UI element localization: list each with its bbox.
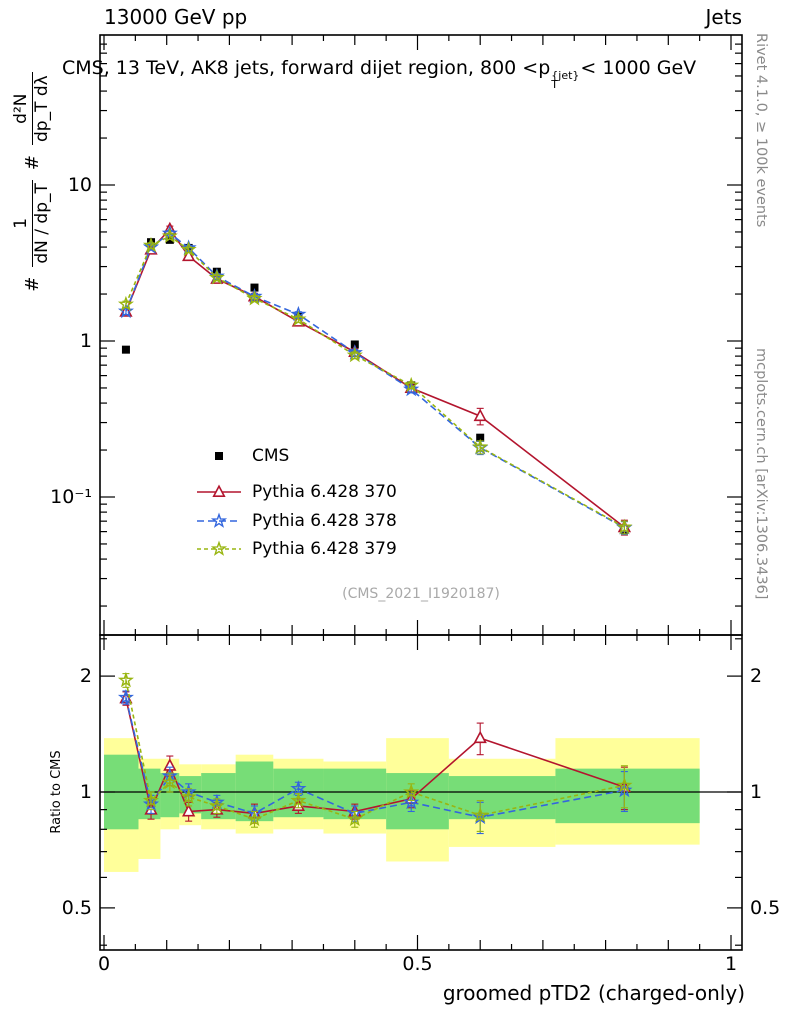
tick-label: 1 <box>80 330 92 352</box>
data-marker-square <box>121 345 130 354</box>
data-marker-star <box>403 380 420 397</box>
data-marker-star <box>117 689 134 705</box>
data-marker-star <box>180 241 197 257</box>
y-axis-label-frac2-num: d²N <box>11 72 33 146</box>
legend-label: CMS <box>252 446 289 466</box>
data-marker-star <box>117 302 134 319</box>
data-marker-star <box>161 773 178 790</box>
y-axis-label-hash1: # <box>21 276 43 292</box>
data-marker-star <box>403 783 420 799</box>
y-axis-label-frac1: 1 dN / dp_T <box>11 180 52 267</box>
data-marker-star <box>246 290 263 306</box>
data-marker-star <box>290 792 307 808</box>
data-marker-star <box>208 269 225 285</box>
tick-label: 1 <box>750 781 762 803</box>
data-marker-star <box>403 376 420 393</box>
legend-label: Pythia 6.428 379 <box>252 539 397 559</box>
green-uncertainty-band <box>386 773 449 830</box>
data-marker-star <box>210 512 228 528</box>
analysis-group-label: Jets <box>705 5 742 29</box>
tick-label: 10 <box>68 174 92 196</box>
tick-label: 0.5 <box>62 897 92 919</box>
data-marker-star <box>346 810 363 827</box>
beam-energy-label: 13000 GeV pp <box>104 5 248 29</box>
data-marker-star <box>403 793 420 810</box>
data-marker-star <box>616 518 633 535</box>
data-marker-triangle <box>473 408 487 422</box>
tick-label: 2 <box>750 665 762 687</box>
y-axis-label-frac1-num: 1 <box>11 180 33 267</box>
tick-label: 2 <box>80 665 92 687</box>
data-marker-star <box>142 792 160 808</box>
data-marker-star <box>246 810 263 827</box>
y-axis-label-frac2: d²N dp_T dλ <box>11 72 52 146</box>
tick-label: 0.5 <box>750 897 780 919</box>
legend-label: Pythia 6.428 378 <box>252 511 397 531</box>
main-panel-frame <box>99 34 743 636</box>
data-marker-square <box>250 283 259 292</box>
analysis-id-watermark: (CMS_2021_I1920187) <box>342 586 500 602</box>
legend-label: Pythia 6.428 370 <box>252 482 397 502</box>
data-marker-star <box>180 788 197 805</box>
tick-label: 10⁻¹ <box>50 486 92 508</box>
tick-label: 1 <box>725 953 737 975</box>
data-marker-triangle <box>182 248 196 262</box>
data-marker-triangle <box>473 730 487 744</box>
y-axis-label-frac1-den: dN / dp_T <box>31 183 52 264</box>
data-marker-square <box>165 235 174 244</box>
data-marker-star <box>161 227 178 243</box>
tick-labels: 0 0.5 1 10 1 10⁻¹ 2 2 1 1 0.5 0.5 <box>50 174 780 975</box>
data-marker-square <box>476 433 485 442</box>
ratio-bands <box>104 738 700 872</box>
y-axis-label-frac2-den: dp_T dλ <box>31 75 52 143</box>
plot-title-text: CMS, 13 TeV, AK8 jets, forward dijet reg… <box>62 57 551 79</box>
y-axis-label: # 1 dN / dp_T # d²N dp_T dλ <box>2 32 62 332</box>
data-marker-star <box>472 806 489 823</box>
ratio-y-axis-label: Ratio to CMS <box>49 750 64 834</box>
mcplots-caption: mcplots.cern.ch [arXiv:1306.3436] <box>753 348 769 600</box>
data-marker-star <box>117 295 134 312</box>
series-pythia-6-428-379 <box>117 227 633 832</box>
tick-label: 1 <box>80 781 92 803</box>
data-marker-star <box>210 540 228 556</box>
plot-title-suffix: < 1000 GeV <box>580 57 697 79</box>
tick-label: 0 <box>98 953 110 975</box>
data-marker-star <box>117 671 134 688</box>
data-marker-triangle <box>182 803 196 817</box>
data-marker-star <box>346 346 363 363</box>
data-marker-star <box>208 797 225 813</box>
data-marker-star <box>472 438 489 454</box>
rivet-version-caption: Rivet 4.1.0, ≥ 100k events <box>753 33 769 228</box>
data-marker-star <box>616 776 633 793</box>
data-marker-star <box>142 236 160 253</box>
plot-title-subsup: {jet} T <box>551 68 580 91</box>
data-marker-square <box>215 452 223 460</box>
green-uncertainty-band <box>448 776 556 820</box>
data-marker-star <box>290 310 307 327</box>
plot-title-sub: T <box>551 77 559 91</box>
ratio-line <box>125 680 625 821</box>
data-marker-star <box>290 780 307 796</box>
legend: CMS Pythia 6.428 370 Pythia 6.428 378 Pythi… <box>197 446 397 559</box>
y-axis-label-hash2: # <box>21 155 43 171</box>
tick-label: 0.5 <box>402 953 432 975</box>
axis-ticks <box>100 35 742 950</box>
data-marker-triangle <box>212 484 226 498</box>
x-axis-label: groomed pTD2 (charged-only) <box>442 981 745 1005</box>
plot-title: CMS, 13 TeV, AK8 jets, forward dijet reg… <box>62 57 696 90</box>
plot-title-sup: {jet} <box>551 68 580 82</box>
